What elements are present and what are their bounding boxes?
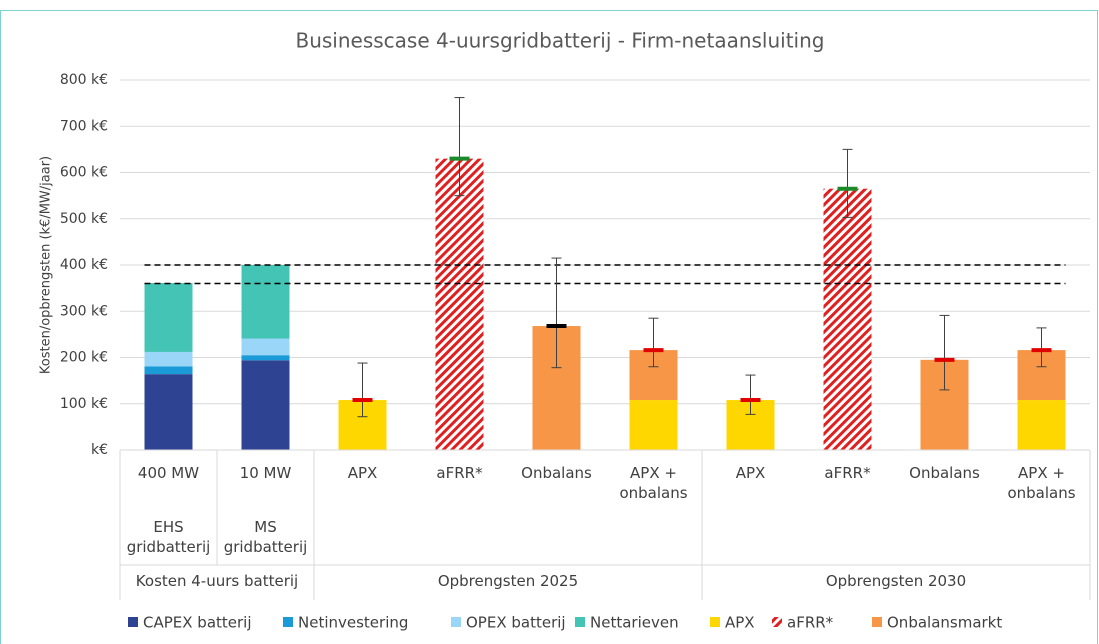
bar-segment — [629, 400, 678, 450]
bar-segment — [241, 265, 290, 339]
legend-label: CAPEX batterij — [143, 614, 252, 632]
legend-swatch — [772, 617, 782, 627]
y-axis-label: Kosten/opbrengsten (k€/MW/jaar) — [39, 156, 54, 374]
legend-label: Onbalansmarkt — [887, 614, 1002, 632]
x-tick-label: APX + onbalans — [1007, 464, 1076, 502]
bar-segment — [144, 366, 193, 375]
y-tick-label: 800 k€ — [60, 72, 108, 88]
y-tick-label: 400 k€ — [60, 257, 108, 273]
bar-segment — [435, 158, 484, 450]
x-tick-label: aFRR* — [436, 464, 483, 482]
legend-label: APX — [725, 614, 755, 632]
x-subcategory-label: MS gridbatterij — [223, 518, 308, 556]
legend-label: OPEX batterij — [466, 614, 566, 632]
y-tick-label: 100 k€ — [60, 396, 108, 412]
bar-segment — [1017, 400, 1066, 450]
legend-swatch — [128, 617, 138, 627]
bar-segment — [241, 360, 290, 450]
frame — [0, 10, 1098, 644]
legend-label: Netinvestering — [298, 614, 408, 632]
chart-title: Businesscase 4-uursgridbatterij - Firm-n… — [295, 29, 824, 53]
bar-segment — [144, 374, 193, 450]
y-tick-label: k€ — [91, 442, 108, 458]
y-tick-label: 300 k€ — [60, 303, 108, 319]
x-tick-label: Onbalans — [521, 464, 592, 482]
group-label: Opbrengsten 2025 — [437, 572, 579, 590]
y-tick-label: 500 k€ — [60, 211, 108, 227]
x-tick-label: Onbalans — [909, 464, 980, 482]
legend-swatch — [451, 617, 461, 627]
bar-segment — [823, 188, 872, 450]
bar-segment — [144, 283, 193, 352]
x-tick-label: 10 MW — [239, 464, 292, 482]
legend-swatch — [710, 617, 720, 627]
group-label: Opbrengsten 2030 — [825, 572, 967, 590]
legend-swatch — [872, 617, 882, 627]
x-tick-label: aFRR* — [824, 464, 871, 482]
x-tick-label: 400 MW — [137, 464, 200, 482]
x-tick-label: APX — [347, 464, 378, 482]
y-tick-label: 700 k€ — [60, 118, 108, 134]
x-tick-label: APX — [735, 464, 766, 482]
legend-label: aFRR* — [787, 614, 834, 632]
bar-segment — [144, 351, 193, 367]
legend-swatch — [575, 617, 585, 627]
x-subcategory-label: EHS gridbatterij — [126, 518, 211, 556]
group-label: Kosten 4-uurs batterij — [135, 572, 299, 590]
legend-swatch — [283, 617, 293, 627]
x-tick-label: APX + onbalans — [619, 464, 688, 502]
bar-segment — [241, 338, 290, 356]
y-tick-label: 600 k€ — [60, 165, 108, 181]
bar-segment — [241, 355, 290, 361]
y-tick-label: 200 k€ — [60, 350, 108, 366]
legend-label: Nettarieven — [590, 614, 679, 632]
